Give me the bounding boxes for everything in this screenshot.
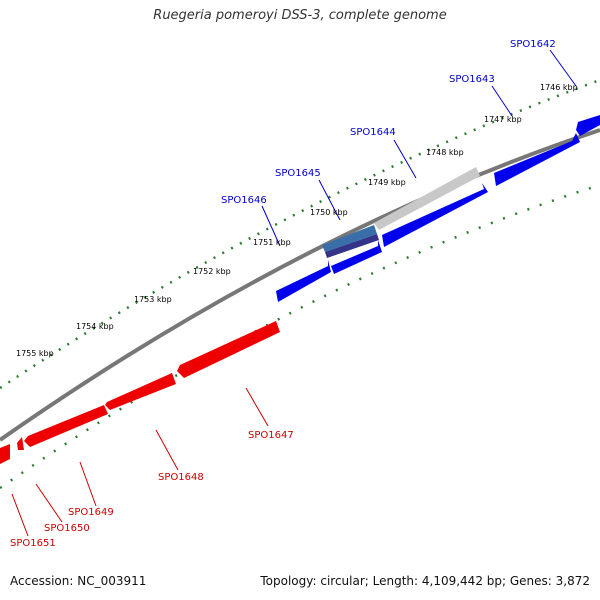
tick-label: 1748 kbp <box>426 148 464 157</box>
gene-highlight-navy-feature[interactable] <box>325 234 379 258</box>
tick-label: 1751 kbp <box>253 238 291 247</box>
tick-label: 1752 kbp <box>193 267 231 276</box>
gene-spo1645-feature[interactable] <box>331 240 382 274</box>
gene-spo1651-feature[interactable] <box>0 444 10 464</box>
gene-spo1650-feature[interactable] <box>17 437 24 450</box>
gene-label-reverse[interactable]: SPO1649 <box>68 507 114 518</box>
tick-label: 1755 kbp <box>16 349 54 358</box>
genome-backbone <box>0 128 600 442</box>
gene-label-forward[interactable]: SPO1642 <box>510 39 556 50</box>
leader-lines <box>11 49 577 537</box>
gene-label-forward[interactable]: SPO1645 <box>275 168 321 179</box>
gene-spo1643-feature[interactable] <box>494 133 580 186</box>
tick-label: 1750 kbp <box>310 208 348 217</box>
tick-label: 1753 kbp <box>134 295 172 304</box>
tick-label: 1749 kbp <box>368 178 406 187</box>
gene-spo1649-feature[interactable] <box>24 405 108 447</box>
gene-label-reverse[interactable]: SPO1648 <box>158 472 204 483</box>
genome-summary-text: Topology: circular; Length: 4,109,442 bp… <box>260 574 590 588</box>
gene-spo1642-feature[interactable] <box>576 115 600 136</box>
gene-label-forward[interactable]: SPO1644 <box>350 127 396 138</box>
forward-genes <box>276 115 600 302</box>
gene-label-reverse[interactable]: SPO1650 <box>44 523 90 534</box>
scale-labels: 1755 kbp 1754 kbp 1753 kbp 1752 kbp 1751… <box>16 83 578 358</box>
tick-label: 1746 kbp <box>540 83 578 92</box>
gene-highlight-blue-feature[interactable] <box>322 225 377 252</box>
gene-spo1648-feature[interactable] <box>105 373 176 410</box>
gene-label-reverse[interactable]: SPO1651 <box>10 538 56 549</box>
map-title: Ruegeria pomeroyi DSS-3, complete genome <box>153 8 447 23</box>
gene-labels: SPO1642 SPO1643 SPO1644 SPO1645 SPO1646 … <box>10 39 556 549</box>
inner-tick-track <box>0 183 600 490</box>
gene-label-forward[interactable]: SPO1646 <box>221 195 267 206</box>
gene-spo1646-feature[interactable] <box>276 260 331 302</box>
outer-tick-track <box>0 78 600 390</box>
accession-text: Accession: NC_003911 <box>10 574 147 588</box>
gene-label-reverse[interactable]: SPO1647 <box>248 430 294 441</box>
gene-highlight-gray-feature[interactable] <box>374 167 480 230</box>
tick-label: 1754 kbp <box>76 322 114 331</box>
gene-spo1644-feature[interactable] <box>382 183 488 247</box>
tick-label: 1747 kbp <box>484 115 522 124</box>
gene-label-forward[interactable]: SPO1643 <box>449 74 495 85</box>
gene-spo1647-feature[interactable] <box>177 321 280 378</box>
reverse-genes <box>0 321 280 464</box>
